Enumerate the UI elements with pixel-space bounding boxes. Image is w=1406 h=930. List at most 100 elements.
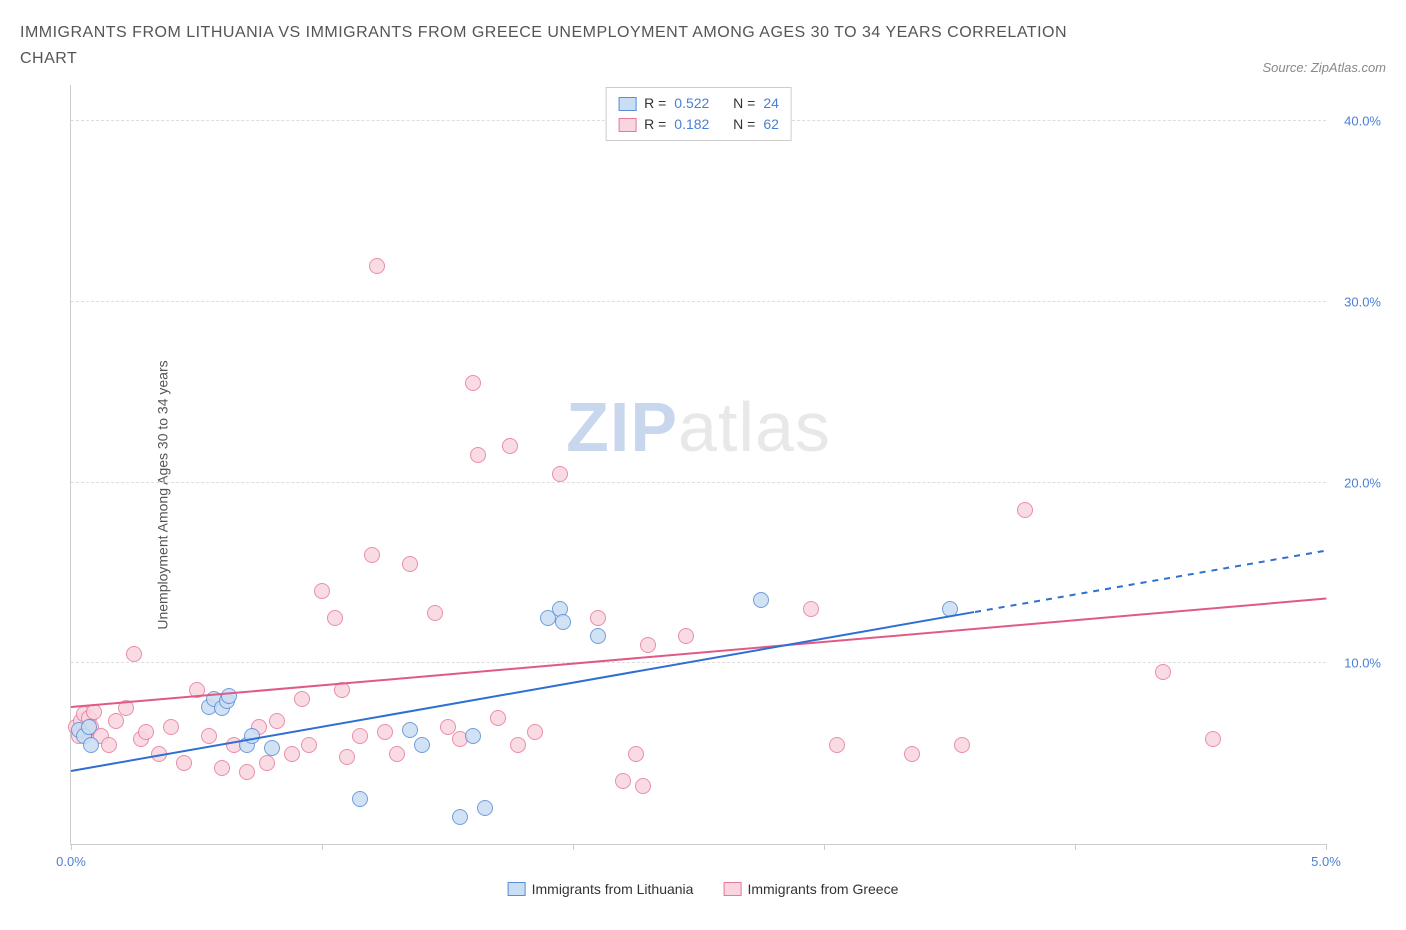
x-tick-label: 5.0% — [1311, 854, 1341, 869]
legend-bottom: Immigrants from Lithuania Immigrants fro… — [508, 881, 899, 897]
trend-line — [71, 598, 1326, 708]
y-tick-label: 30.0% — [1344, 294, 1381, 309]
data-point-greece — [259, 755, 275, 771]
legend-stats: R = 0.522 N = 24 R = 0.182 N = 62 — [605, 87, 792, 141]
chart-wrapper: IMMIGRANTS FROM LITHUANIA VS IMMIGRANTS … — [20, 20, 1386, 905]
x-tick — [824, 844, 825, 850]
x-tick — [573, 844, 574, 850]
data-point-greece — [138, 724, 154, 740]
swatch-greece — [723, 882, 741, 896]
data-point-lithuania — [402, 722, 418, 738]
y-tick-label: 10.0% — [1344, 656, 1381, 671]
data-point-greece — [1017, 502, 1033, 518]
y-tick-label: 20.0% — [1344, 475, 1381, 490]
data-point-greece — [510, 737, 526, 753]
data-point-greece — [440, 719, 456, 735]
data-point-greece — [552, 466, 568, 482]
data-point-lithuania — [465, 728, 481, 744]
data-point-greece — [803, 601, 819, 617]
data-point-lithuania — [81, 719, 97, 735]
swatch-lithuania — [618, 97, 636, 111]
data-point-greece — [214, 760, 230, 776]
data-point-greece — [314, 583, 330, 599]
data-point-lithuania — [477, 800, 493, 816]
data-point-greece — [176, 755, 192, 771]
chart-title: IMMIGRANTS FROM LITHUANIA VS IMMIGRANTS … — [20, 20, 1120, 71]
source-attribution: Source: ZipAtlas.com — [1262, 60, 1386, 75]
legend-item-lithuania: Immigrants from Lithuania — [508, 881, 694, 897]
swatch-greece — [618, 118, 636, 132]
data-point-greece — [954, 737, 970, 753]
x-tick-label: 0.0% — [56, 854, 86, 869]
data-point-greece — [490, 710, 506, 726]
legend-item-greece: Immigrants from Greece — [723, 881, 898, 897]
x-tick — [1075, 844, 1076, 850]
data-point-lithuania — [264, 740, 280, 756]
legend-stats-row-lithuania: R = 0.522 N = 24 — [618, 93, 779, 114]
data-point-lithuania — [753, 592, 769, 608]
data-point-greece — [1205, 731, 1221, 747]
x-tick — [322, 844, 323, 850]
data-point-greece — [904, 746, 920, 762]
data-point-greece — [201, 728, 217, 744]
legend-stats-row-greece: R = 0.182 N = 62 — [618, 114, 779, 135]
data-point-lithuania — [452, 809, 468, 825]
data-point-greece — [163, 719, 179, 735]
data-point-greece — [470, 447, 486, 463]
r-label: R = — [644, 93, 666, 114]
x-tick — [1326, 844, 1327, 850]
data-point-greece — [829, 737, 845, 753]
r-value-lithuania: 0.522 — [674, 93, 709, 114]
watermark-atlas: atlas — [678, 388, 831, 466]
data-point-lithuania — [555, 614, 571, 630]
data-point-greece — [339, 749, 355, 765]
data-point-greece — [101, 737, 117, 753]
legend-label-lithuania: Immigrants from Lithuania — [532, 881, 694, 897]
data-point-lithuania — [352, 791, 368, 807]
data-point-greece — [465, 375, 481, 391]
swatch-lithuania — [508, 882, 526, 896]
data-point-greece — [402, 556, 418, 572]
data-point-greece — [678, 628, 694, 644]
data-point-greece — [369, 258, 385, 274]
data-point-lithuania — [221, 688, 237, 704]
n-value-greece: 62 — [763, 114, 779, 135]
data-point-greece — [615, 773, 631, 789]
watermark-zip: ZIP — [566, 388, 678, 466]
data-point-greece — [628, 746, 644, 762]
data-point-greece — [377, 724, 393, 740]
data-point-greece — [590, 610, 606, 626]
data-point-greece — [294, 691, 310, 707]
data-point-greece — [1155, 664, 1171, 680]
data-point-greece — [389, 746, 405, 762]
legend-label-greece: Immigrants from Greece — [747, 881, 898, 897]
data-point-greece — [364, 547, 380, 563]
data-point-greece — [239, 764, 255, 780]
data-point-greece — [635, 778, 651, 794]
grid-line — [71, 301, 1326, 302]
plot-container: Unemployment Among Ages 30 to 34 years Z… — [20, 85, 1386, 905]
grid-line — [71, 482, 1326, 483]
n-label: N = — [733, 93, 755, 114]
n-label: N = — [733, 114, 755, 135]
grid-line — [71, 662, 1326, 663]
data-point-greece — [301, 737, 317, 753]
r-label: R = — [644, 114, 666, 135]
data-point-greece — [269, 713, 285, 729]
data-point-greece — [327, 610, 343, 626]
watermark: ZIPatlas — [566, 387, 831, 467]
data-point-greece — [502, 438, 518, 454]
data-point-greece — [284, 746, 300, 762]
x-tick — [71, 844, 72, 850]
n-value-lithuania: 24 — [763, 93, 779, 114]
data-point-lithuania — [83, 737, 99, 753]
data-point-greece — [126, 646, 142, 662]
y-tick-label: 40.0% — [1344, 114, 1381, 129]
plot-area: ZIPatlas R = 0.522 N = 24 R = 0.182 N = — [70, 85, 1326, 845]
r-value-greece: 0.182 — [674, 114, 709, 135]
data-point-lithuania — [414, 737, 430, 753]
data-point-greece — [427, 605, 443, 621]
data-point-greece — [527, 724, 543, 740]
data-point-greece — [640, 637, 656, 653]
data-point-lithuania — [590, 628, 606, 644]
